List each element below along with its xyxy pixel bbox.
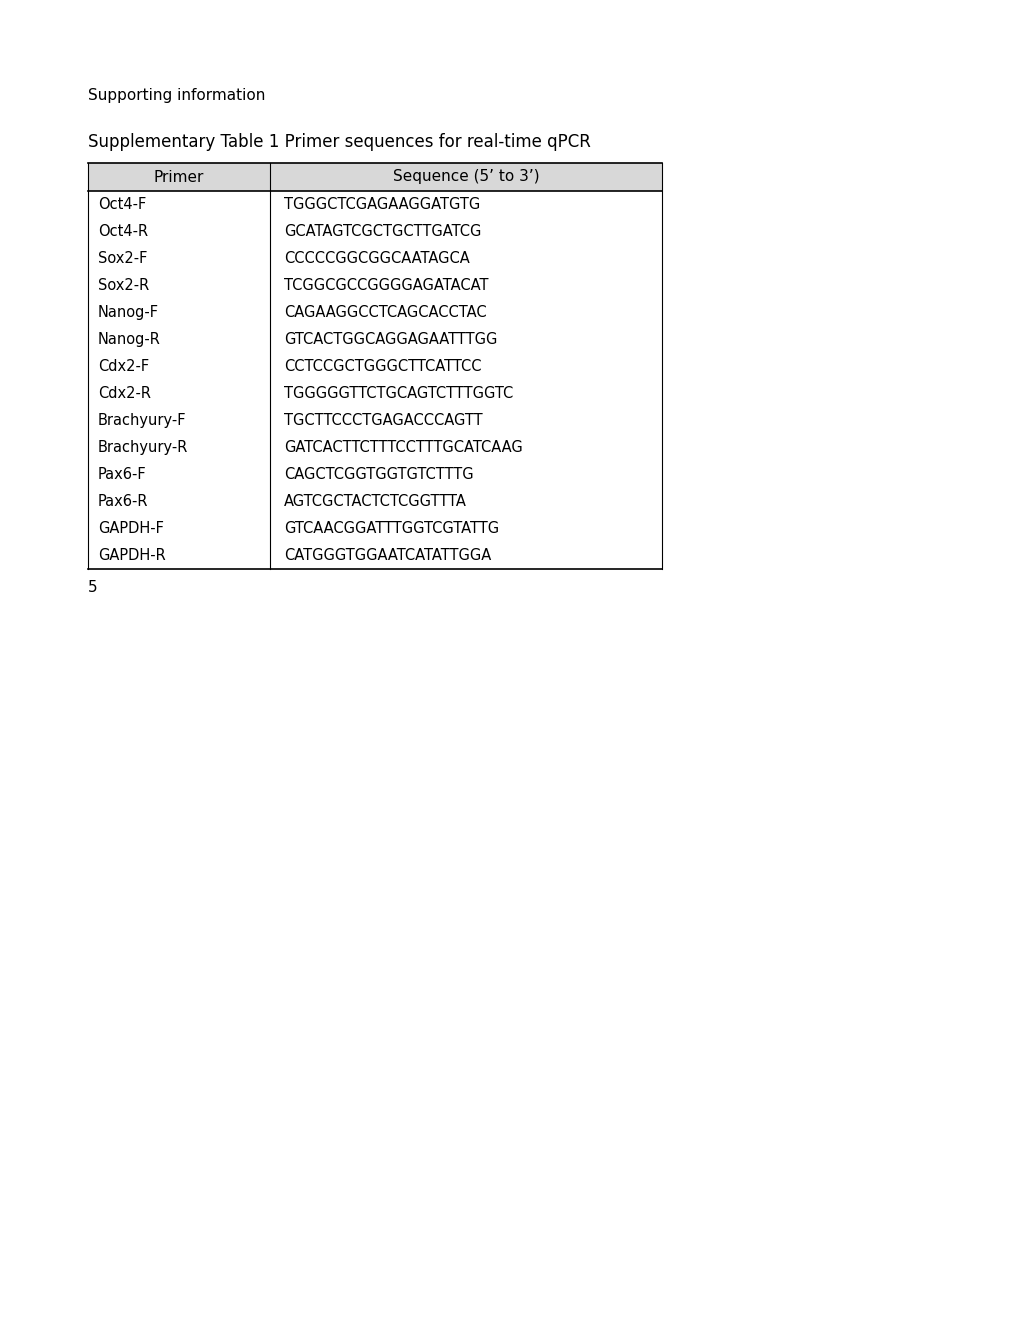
Text: TGGGGGTTCTGCAGTCTTTGGTC: TGGGGGTTCTGCAGTCTTTGGTC (283, 385, 513, 401)
Text: GATCACTTCTTTCCTTTGCATCAAG: GATCACTTCTTTCCTTTGCATCAAG (283, 440, 523, 455)
Text: TGGGCTCGAGAAGGATGTG: TGGGCTCGAGAAGGATGTG (283, 197, 480, 213)
Text: CAGAAGGCCTCAGCACCTAC: CAGAAGGCCTCAGCACCTAC (283, 305, 486, 319)
Text: AGTCGCTACTCTCGGTTTA: AGTCGCTACTCTCGGTTTA (283, 494, 467, 510)
Text: TGCTTCCCTGAGACCCAGTT: TGCTTCCCTGAGACCCAGTT (283, 413, 482, 428)
Text: 5: 5 (88, 579, 98, 595)
Text: Nanog-R: Nanog-R (98, 333, 161, 347)
Text: Pax6-R: Pax6-R (98, 494, 149, 510)
Text: GTCACTGGCAGGAGAATTTGG: GTCACTGGCAGGAGAATTTGG (283, 333, 497, 347)
Text: GTCAACGGATTTGGTCGTATTG: GTCAACGGATTTGGTCGTATTG (283, 521, 498, 536)
Text: Pax6-F: Pax6-F (98, 467, 147, 482)
Text: GAPDH-R: GAPDH-R (98, 548, 166, 564)
Text: Brachyury-F: Brachyury-F (98, 413, 186, 428)
Text: TCGGCGCCGGGGAGATACAT: TCGGCGCCGGGGAGATACAT (283, 279, 488, 293)
Text: Sox2-R: Sox2-R (98, 279, 149, 293)
Text: Primer: Primer (154, 169, 204, 185)
Text: Sox2-F: Sox2-F (98, 251, 147, 267)
Text: Oct4-R: Oct4-R (98, 224, 148, 239)
Text: Supplementary Table 1 Primer sequences for real-time qPCR: Supplementary Table 1 Primer sequences f… (88, 133, 590, 150)
Text: Oct4-F: Oct4-F (98, 197, 146, 213)
Text: CCCCCGGCGGCAATAGCA: CCCCCGGCGGCAATAGCA (283, 251, 470, 267)
Text: CATGGGTGGAATCATATTGGA: CATGGGTGGAATCATATTGGA (283, 548, 491, 564)
Text: Brachyury-R: Brachyury-R (98, 440, 189, 455)
Text: Supporting information: Supporting information (88, 88, 265, 103)
Text: CAGCTCGGTGGTGTCTTTG: CAGCTCGGTGGTGTCTTTG (283, 467, 473, 482)
Text: Nanog-F: Nanog-F (98, 305, 159, 319)
Text: Sequence (5’ to 3’): Sequence (5’ to 3’) (392, 169, 539, 185)
Text: Cdx2-R: Cdx2-R (98, 385, 151, 401)
Text: Cdx2-F: Cdx2-F (98, 359, 149, 374)
Bar (88, 162, 661, 191)
Text: GCATAGTCGCTGCTTGATCG: GCATAGTCGCTGCTTGATCG (283, 224, 481, 239)
Text: GAPDH-F: GAPDH-F (98, 521, 164, 536)
Text: CCTCCGCTGGGCTTCATTCC: CCTCCGCTGGGCTTCATTCC (283, 359, 481, 374)
